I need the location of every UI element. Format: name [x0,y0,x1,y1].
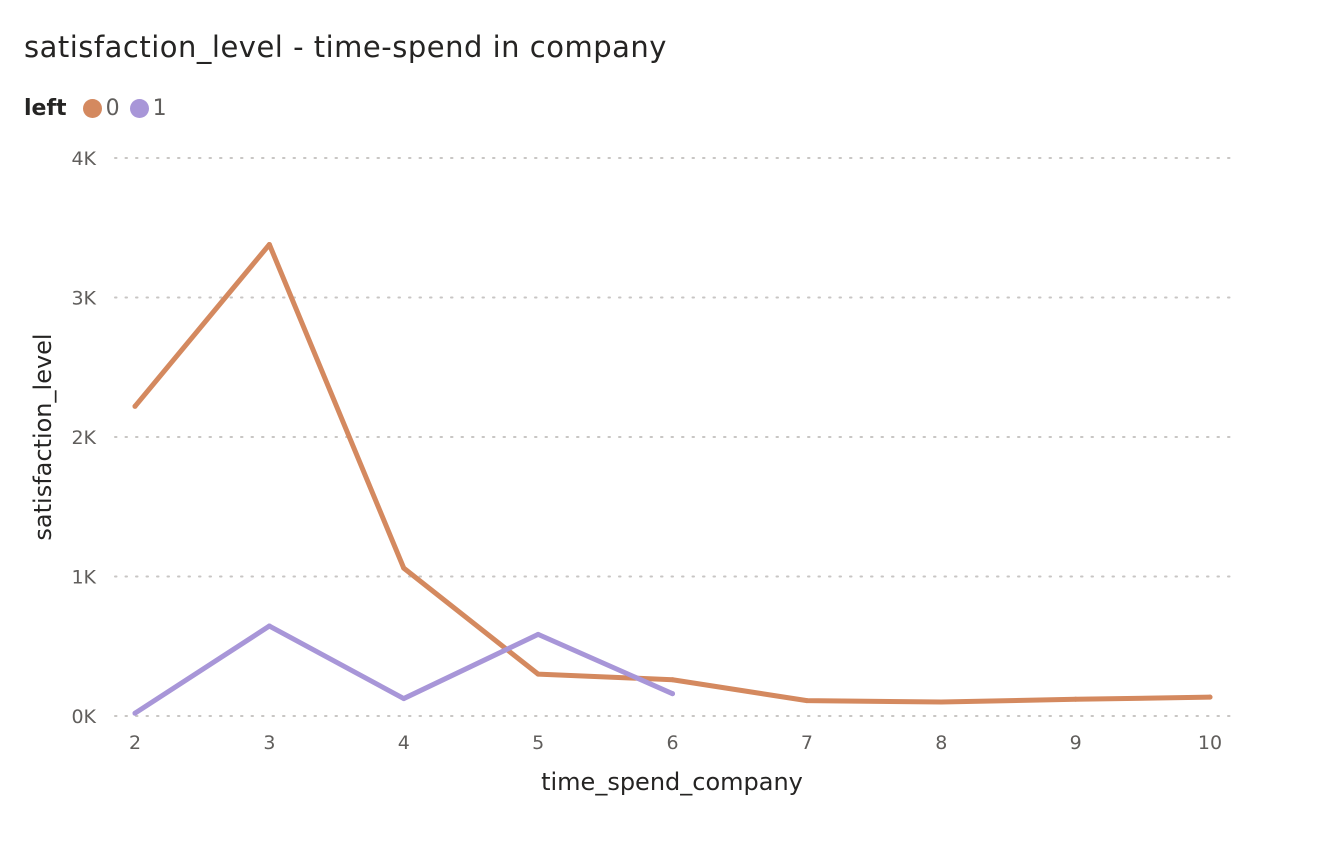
legend-item-1[interactable]: 1 [129,96,167,121]
data-point-series-0[interactable] [266,241,272,247]
x-tick-label: 3 [263,732,275,754]
legend-label-1: 1 [152,96,167,121]
chart-title: satisfaction_level - time-spend in compa… [24,30,667,64]
y-tick-label: 4K [71,148,96,170]
series-line-0[interactable] [132,241,1213,705]
y-tick-label: 0K [71,706,96,728]
x-tick-label: 8 [935,732,947,754]
gridlines [114,157,1231,717]
data-point-series-0[interactable] [1207,694,1213,700]
legend: left 0 1 [24,96,177,121]
data-point-series-0[interactable] [670,677,675,683]
y-axis-title: satisfaction_level [29,333,57,540]
y-tick-label: 1K [71,567,96,589]
y-axis-ticks: 0K 1K 2K 3K 4K [71,148,96,728]
y-tick-label: 2K [71,427,96,449]
x-tick-label: 2 [129,732,141,754]
x-axis-title: time_spend_company [541,768,803,796]
x-tick-label: 10 [1198,732,1222,754]
legend-title: left [24,96,67,121]
data-point-series-0[interactable] [401,565,407,571]
data-point-series-1[interactable] [401,696,407,702]
data-point-series-1[interactable] [670,691,675,697]
data-point-series-1[interactable] [535,631,541,637]
x-tick-label: 7 [801,732,813,754]
legend-dot-0-icon [82,99,102,118]
data-point-series-0[interactable] [1073,696,1079,702]
data-point-series-0[interactable] [938,699,944,705]
legend-item-0[interactable]: 0 [82,96,120,121]
x-tick-label: 9 [1070,732,1082,754]
x-axis-ticks: 2 3 4 5 6 7 8 9 10 [129,732,1222,754]
series-lines [132,241,1213,716]
legend-dot-1-icon [129,99,149,118]
legend-label-0: 0 [105,96,120,121]
data-point-series-0[interactable] [535,671,541,677]
x-tick-label: 5 [532,732,544,754]
x-tick-label: 6 [666,732,678,754]
data-point-series-0[interactable] [804,698,810,704]
x-tick-label: 4 [398,732,410,754]
data-point-series-1[interactable] [266,623,272,629]
data-point-series-1[interactable] [132,710,138,716]
y-tick-label: 3K [71,288,96,310]
data-point-series-0[interactable] [132,403,138,409]
